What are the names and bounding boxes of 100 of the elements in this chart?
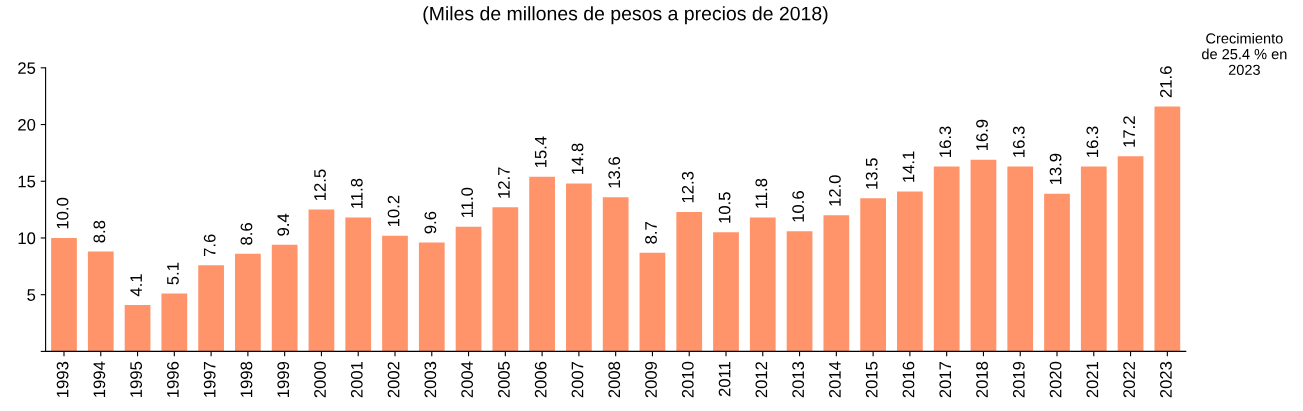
- x-tick-label: 1996: [167, 361, 179, 397]
- x-tick-label: 1993: [56, 361, 69, 397]
- bar: [161, 293, 188, 352]
- bar: [271, 244, 298, 352]
- x-tick-label: 1999: [277, 361, 290, 397]
- data-label: 15.4: [534, 136, 547, 168]
- data-label: 7.6: [203, 234, 216, 257]
- data-label: 16.3: [1086, 126, 1099, 157]
- x-tick-label: 1998: [240, 361, 253, 397]
- bar: [455, 226, 482, 352]
- data-label: 17.2: [1123, 116, 1135, 147]
- bar: [1007, 166, 1034, 352]
- bar: [235, 253, 261, 352]
- x-tick-label: 2000: [314, 361, 326, 398]
- data-label: 10.6: [792, 191, 805, 222]
- x-tick-label: 2018: [976, 361, 988, 398]
- data-label: 12.7: [498, 167, 510, 198]
- text: Crecimiento de 25.4 % en 2023: [1202, 32, 1287, 76]
- data-label: 8.7: [645, 222, 657, 244]
- x-tick-label: 2003: [424, 361, 437, 398]
- y-tick-label: 15: [18, 175, 36, 188]
- x-tick-label: 2006: [534, 361, 547, 398]
- data-label: 14.8: [571, 143, 584, 174]
- data-label: 12.5: [314, 169, 326, 201]
- data-label: 8.8: [93, 220, 106, 243]
- bar: [308, 209, 335, 352]
- x-tick-label: 2014: [829, 361, 841, 398]
- bar: [897, 191, 923, 352]
- data-label: 16.3: [1012, 126, 1025, 157]
- x-tick-label: 2013: [792, 361, 805, 398]
- bar: [198, 265, 224, 352]
- x-tick-label: 1995: [130, 361, 143, 397]
- x-tick-label: 2011: [718, 361, 731, 397]
- y-tick-label: 25: [18, 62, 36, 75]
- bar: [1117, 156, 1144, 352]
- x-tick-label: 2001: [350, 361, 363, 398]
- bar: [1044, 193, 1070, 352]
- bar: [1080, 166, 1107, 352]
- bar: [345, 217, 372, 352]
- data-label: 21.6: [1160, 66, 1172, 98]
- data-label: 13.5: [865, 158, 878, 189]
- data-label: 12.3: [681, 171, 694, 203]
- x-tick-label: 2007: [571, 361, 584, 398]
- x-tick-label: 2015: [865, 361, 878, 398]
- bar: [933, 166, 960, 352]
- x-tick-label: 1994: [93, 361, 106, 397]
- bar: [676, 211, 703, 352]
- x-tick-label: 2016: [902, 361, 915, 398]
- x-tick-label: 1997: [203, 361, 216, 397]
- bar: [713, 232, 739, 352]
- data-label: 10.0: [56, 197, 69, 229]
- data-label: 4.1: [130, 274, 142, 297]
- x-tick-label: 2004: [461, 361, 474, 398]
- data-label: 11.8: [755, 178, 768, 208]
- bar: [1154, 106, 1181, 352]
- data-label: 13.6: [608, 157, 621, 188]
- data-label: 16.3: [939, 126, 952, 157]
- x-tick-label: 2009: [645, 361, 657, 398]
- data-label: 5.1: [167, 262, 179, 285]
- bar: [51, 237, 77, 352]
- bar: [639, 252, 666, 352]
- bar: [786, 231, 813, 352]
- x-tick-label: 2005: [498, 361, 510, 398]
- bar: [492, 207, 519, 352]
- bar: [602, 197, 629, 352]
- data-label: 16.9: [976, 119, 988, 151]
- bar: [566, 183, 592, 352]
- data-label: 14.1: [902, 151, 915, 182]
- x-tick-label: 2012: [755, 361, 768, 398]
- x-tick-label: 2020: [1049, 361, 1062, 398]
- data-label: 12.0: [829, 175, 841, 206]
- x-tick-label: 2008: [608, 361, 621, 398]
- bar: [529, 176, 555, 352]
- data-label: 9.6: [424, 211, 437, 234]
- bar: [418, 242, 445, 352]
- data-label: 9.4: [277, 213, 290, 236]
- bar: [970, 159, 997, 352]
- y-tick-label: 5: [27, 289, 36, 301]
- data-label: 8.6: [240, 223, 253, 245]
- x-tick-label: 2023: [1160, 361, 1172, 398]
- bar: [749, 217, 776, 352]
- bar: [124, 304, 151, 352]
- y-tick-label: 20: [18, 118, 36, 131]
- x-tick-label: 2002: [387, 361, 400, 398]
- bar: [860, 198, 886, 352]
- data-label: 11.0: [461, 187, 474, 218]
- x-tick-label: 2010: [681, 361, 694, 398]
- y-tick-label: 10: [18, 232, 36, 245]
- bar: [823, 215, 850, 352]
- x-tick-label: 2019: [1012, 361, 1025, 398]
- bar: [382, 235, 408, 352]
- x-tick-label: 2021: [1086, 361, 1099, 398]
- x-tick-label: 2022: [1123, 361, 1136, 398]
- data-label: 11.8: [350, 178, 363, 208]
- bar: [87, 251, 114, 352]
- x-tick-label: 2017: [939, 361, 952, 398]
- data-label: 13.9: [1049, 153, 1062, 185]
- chart-subtitle: (Miles de millones de pesos a precios de 2018): [423, 6, 828, 25]
- data-label: 10.2: [387, 195, 400, 227]
- data-label: 10.5: [718, 192, 731, 223]
